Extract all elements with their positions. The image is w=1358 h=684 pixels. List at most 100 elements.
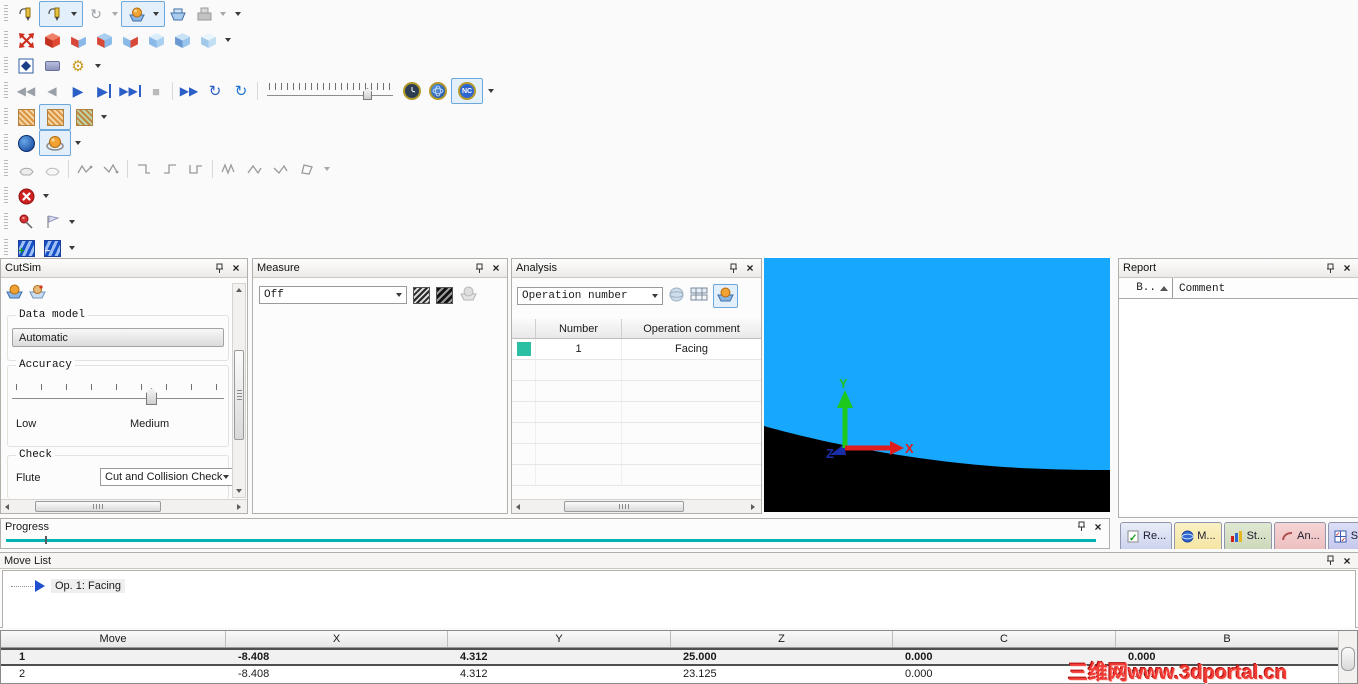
move-list-title-bar[interactable]: Move List × — [0, 553, 1358, 569]
analysis-table-header[interactable]: Number Operation comment — [512, 319, 761, 339]
col-move-header[interactable]: Move — [1, 631, 226, 647]
tool-edit-active-button[interactable] — [43, 3, 67, 25]
play-to-end-button[interactable]: ▶▶ — [118, 79, 142, 103]
stock-view-blue-1-button[interactable] — [144, 28, 168, 52]
dropdown-arrow-icon[interactable] — [71, 12, 77, 16]
analysis-row-1[interactable]: 1 Facing — [512, 339, 761, 360]
nc-mode-button[interactable]: NC — [455, 80, 479, 102]
scrollbar-thumb[interactable] — [234, 350, 244, 440]
scroll-left-arrow-icon[interactable] — [1, 501, 13, 513]
toolbar-overflow-arrow-icon[interactable] — [488, 89, 494, 93]
slider-thumb[interactable] — [363, 88, 372, 100]
cutsim-stock-button[interactable] — [5, 283, 24, 303]
cutsim-compare-button[interactable] — [28, 283, 47, 303]
scrollbar-thumb[interactable] — [564, 501, 684, 512]
comment-column-header[interactable]: Operation comment — [643, 322, 740, 335]
machine-view-2-button[interactable] — [43, 106, 67, 128]
number-column-header[interactable]: Number — [536, 319, 622, 338]
cutsim-vscrollbar[interactable] — [232, 283, 246, 498]
rewind-to-start-button[interactable]: ◀◀ — [14, 79, 38, 103]
machine-view-2-group[interactable] — [39, 104, 71, 130]
scroll-right-arrow-icon[interactable] — [747, 501, 759, 513]
fit-view-button[interactable] — [14, 28, 38, 52]
col-z-header[interactable]: Z — [671, 631, 893, 647]
step-forward-button[interactable]: ▶ — [92, 79, 116, 103]
toolbar-grip[interactable] — [4, 213, 8, 231]
toolbar-overflow-arrow-icon[interactable] — [69, 246, 75, 250]
pin-icon[interactable] — [1323, 262, 1337, 275]
accuracy-slider-thumb[interactable] — [146, 388, 157, 405]
report-comment-column-header[interactable]: Comment — [1179, 282, 1226, 295]
col-c-header[interactable]: C — [893, 631, 1116, 647]
tab-statistics[interactable]: St... — [1223, 522, 1273, 549]
toolbar-grip[interactable] — [4, 239, 8, 257]
cutsim-hscrollbar[interactable] — [1, 499, 247, 513]
analysis-stock-button[interactable] — [716, 286, 735, 306]
stock-view-mixed-1-button[interactable] — [66, 28, 90, 52]
toolbar-overflow-arrow-icon[interactable] — [225, 38, 231, 42]
toolbar-grip[interactable] — [4, 134, 8, 152]
workpiece-display-button[interactable] — [43, 132, 67, 154]
stock-view-mixed-2-button[interactable] — [92, 28, 116, 52]
dropdown-arrow-icon[interactable] — [223, 475, 229, 479]
progress-bar[interactable] — [6, 539, 1096, 542]
flute-select[interactable]: Cut and Collision Check (Ra — [100, 468, 234, 486]
toolbar-overflow-arrow-icon[interactable] — [95, 64, 101, 68]
pin-icon[interactable] — [1323, 554, 1337, 567]
stock-view-mixed-3-button[interactable] — [118, 28, 142, 52]
toolbar-overflow-arrow-icon[interactable] — [235, 12, 241, 16]
dropdown-arrow-icon[interactable] — [396, 293, 402, 297]
toolbar-grip[interactable] — [4, 108, 8, 126]
analysis-title-bar[interactable]: Analysis × — [512, 259, 761, 278]
close-icon[interactable]: × — [746, 261, 754, 275]
measure-surface-1-button[interactable] — [413, 286, 430, 304]
progress-marker[interactable] — [45, 536, 47, 544]
simulate-mode-group[interactable] — [121, 1, 165, 27]
tab-report[interactable]: ✓ Re... — [1120, 522, 1173, 549]
report-title-bar[interactable]: Report × — [1119, 259, 1358, 278]
toolbar-overflow-arrow-icon[interactable] — [75, 141, 81, 145]
scrollbar-thumb[interactable] — [1341, 647, 1355, 671]
dropdown-arrow-icon[interactable] — [652, 294, 658, 298]
tool-edit-dropdown-group[interactable] — [39, 1, 83, 27]
pin-icon[interactable] — [1074, 520, 1088, 533]
toolbar-grip[interactable] — [4, 57, 8, 75]
measure-surface-2-button[interactable] — [436, 286, 453, 304]
toolbar-grip[interactable] — [4, 31, 8, 49]
refresh-button[interactable]: ↻ — [229, 79, 253, 103]
move-row-selected[interactable]: 1 -8.408 4.312 25.000 0.000 0.000 — [1, 648, 1338, 666]
tab-simulation[interactable]: ✓✓ Si... — [1327, 522, 1358, 549]
machine-view-3-button[interactable] — [72, 105, 96, 129]
move-table-header[interactable]: Move X Y Z C B — [1, 631, 1338, 648]
scroll-right-arrow-icon[interactable] — [233, 501, 245, 513]
toolbar-grip[interactable] — [4, 82, 8, 100]
report-table-body[interactable] — [1119, 299, 1358, 515]
machine-view-1-button[interactable] — [14, 105, 38, 129]
simulate-stock-button[interactable] — [125, 3, 149, 25]
stock-view-blue-3-button[interactable] — [196, 28, 220, 52]
scroll-up-arrow-icon[interactable] — [233, 284, 245, 296]
pin-marker-button[interactable] — [14, 210, 38, 234]
toolbar-overflow-arrow-icon[interactable] — [43, 194, 49, 198]
fast-forward-button[interactable]: ▶▶ — [177, 79, 201, 103]
move-list-item[interactable]: Op. 1: Facing — [3, 577, 1355, 595]
col-x-header[interactable]: X — [226, 631, 448, 647]
pin-icon[interactable] — [472, 262, 486, 275]
tool-edit-button[interactable] — [14, 2, 38, 26]
progress-title-bar[interactable]: Progress × — [1, 519, 1109, 534]
remove-surface-button[interactable]: − — [40, 236, 64, 260]
step-back-button[interactable]: ◀ — [40, 79, 64, 103]
move-row[interactable]: 2 -8.408 4.312 23.125 0.000 0.000 — [1, 666, 1338, 682]
workpiece-display-group[interactable] — [39, 130, 71, 156]
stock-view-solid-red-button[interactable] — [40, 28, 64, 52]
close-icon[interactable]: × — [1343, 261, 1351, 275]
viewport-3d[interactable]: Y X Z — [764, 258, 1110, 512]
analysis-hscrollbar[interactable] — [512, 499, 761, 513]
toolbar-overflow-arrow-icon[interactable] — [101, 115, 107, 119]
report-table-header[interactable]: B.. Comment — [1119, 278, 1358, 299]
scroll-left-arrow-icon[interactable] — [512, 501, 524, 513]
analysis-table-view-button[interactable] — [690, 287, 708, 305]
scroll-down-arrow-icon[interactable] — [233, 485, 245, 497]
toolbar-overflow-arrow-icon[interactable] — [69, 220, 75, 224]
tab-analysis[interactable]: An... — [1274, 522, 1326, 549]
